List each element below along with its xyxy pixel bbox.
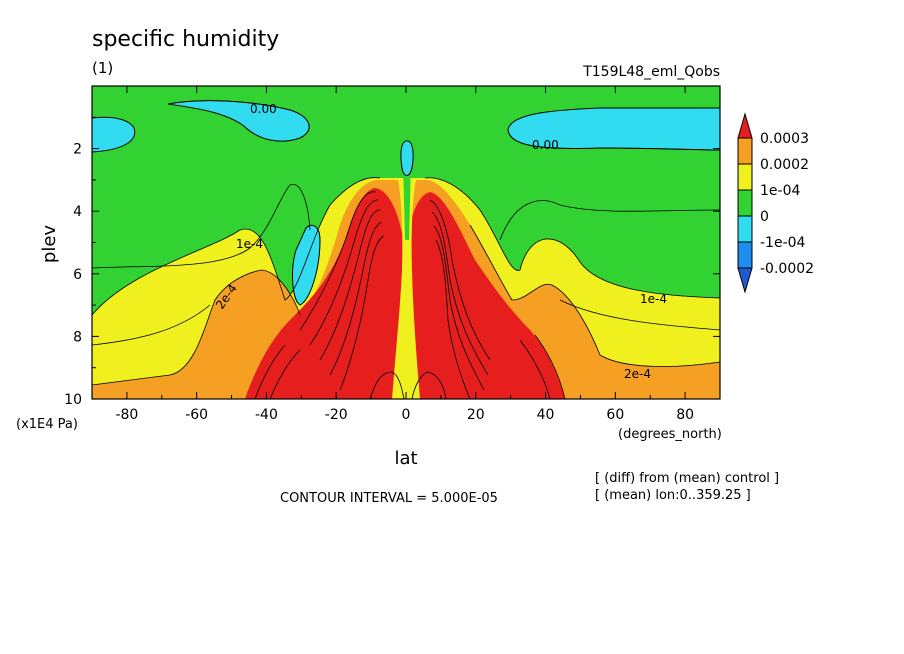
x-tick-label: -80 bbox=[115, 407, 138, 423]
colorbar-swatch bbox=[737, 163, 753, 191]
colorbar-swatch bbox=[737, 241, 753, 269]
contour-interval-text: CONTOUR INTERVAL = 5.000E-05 bbox=[280, 491, 498, 506]
equatorial-core bbox=[392, 180, 420, 399]
x-tick-label: 20 bbox=[467, 407, 485, 423]
panel-label: (1) bbox=[92, 59, 113, 77]
colorbar-label: 1e-04 bbox=[760, 183, 800, 199]
contour-lines bbox=[91, 100, 721, 400]
equatorial-green bbox=[403, 160, 411, 240]
y-tick-label: 4 bbox=[73, 204, 82, 220]
colorbar-swatch bbox=[737, 112, 753, 139]
y-units-label: (x1E4 Pa) bbox=[16, 417, 78, 432]
colorbar-label: -0.0002 bbox=[760, 261, 814, 277]
x-units-label: (degrees_north) bbox=[618, 427, 722, 442]
y-axis-title: plev bbox=[39, 225, 60, 264]
contour-label: 0.00 bbox=[532, 138, 559, 152]
colorbar-label: 0 bbox=[760, 209, 769, 225]
cyan-region-eq bbox=[400, 140, 414, 176]
colorbar-label: -1e-04 bbox=[760, 235, 806, 251]
colorbar-label: 0.0003 bbox=[760, 131, 809, 147]
colorbar-label: 0.0002 bbox=[760, 157, 809, 173]
x-tick-label: 80 bbox=[676, 407, 694, 423]
run-label: T159L48_eml_Qobs bbox=[582, 64, 720, 80]
x-axis: -80 -60 -40 -20 0 20 40 60 80 bbox=[91, 86, 721, 423]
x-tick-label: 0 bbox=[402, 407, 411, 423]
y-tick-label: 10 bbox=[64, 392, 82, 408]
cyan-region-sw bbox=[91, 116, 136, 153]
contour-label: 2e-4 bbox=[624, 367, 651, 381]
plot-area: 0.00 0.00 1e-4 2e-4 1e-4 2e-4 bbox=[91, 85, 721, 400]
x-tick-label: 60 bbox=[606, 407, 624, 423]
x-tick-label: -40 bbox=[255, 407, 278, 423]
x-axis-title: lat bbox=[394, 448, 417, 469]
note-mean: [ (mean) lon:0..359.25 ] bbox=[595, 488, 751, 503]
x-tick-label: -60 bbox=[185, 407, 208, 423]
colorbar-swatch bbox=[737, 215, 753, 243]
y-tick-label: 6 bbox=[73, 267, 82, 283]
y-tick-label: 2 bbox=[73, 142, 82, 158]
colorbar: 0.0003 0.0002 1e-04 0 -1e-04 -0.0002 bbox=[737, 112, 814, 294]
y-axis: 2 4 6 8 10 bbox=[64, 116, 720, 408]
y-tick-label: 8 bbox=[73, 329, 82, 345]
colorbar-swatch bbox=[737, 267, 753, 294]
cyan-region-lat30s bbox=[292, 224, 321, 306]
contour-label: 0.00 bbox=[250, 102, 277, 116]
x-tick-label: -20 bbox=[325, 407, 348, 423]
note-diff: [ (diff) from (mean) control ] bbox=[595, 471, 779, 486]
contour-label: 1e-4 bbox=[236, 237, 263, 251]
colorbar-swatch bbox=[737, 189, 753, 217]
x-tick-label: 40 bbox=[537, 407, 555, 423]
contour-label: 1e-4 bbox=[640, 292, 667, 306]
chart-title: specific humidity bbox=[92, 27, 279, 52]
colorbar-swatch bbox=[737, 137, 753, 165]
